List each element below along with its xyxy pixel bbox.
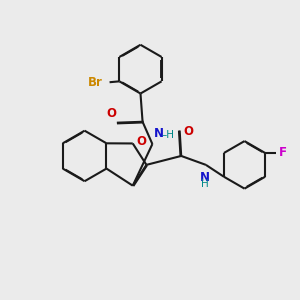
Text: N: N (154, 128, 164, 140)
Text: –H: –H (162, 130, 175, 140)
Text: N: N (200, 171, 209, 184)
Text: O: O (136, 136, 146, 148)
Text: F: F (278, 146, 286, 160)
Text: Br: Br (88, 76, 103, 89)
Text: O: O (183, 125, 193, 138)
Text: O: O (106, 107, 116, 120)
Text: H: H (200, 178, 208, 188)
